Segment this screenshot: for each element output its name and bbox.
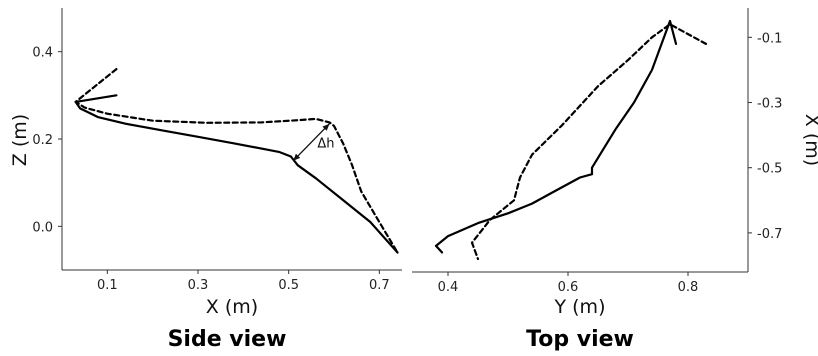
top-view-x-tick-label: 0.6 [558,280,579,295]
top-view-series-solid-line [434,19,678,254]
top-view-x-label: Y (m) [554,296,606,318]
delta-h-label: Δh [317,136,334,151]
delta-h-arrowhead-end [322,123,330,131]
top-view-y-tick-label: -0.5 [757,162,782,177]
side-view-annotation: Δh [292,123,334,162]
side-view-y-tick-label: 0.4 [32,46,53,61]
delta-h-arrow-line [292,123,330,162]
side-view-x-tick-label: 0.7 [369,278,390,293]
delta-h-arrowhead-start [293,153,301,161]
side-view-panel: 0.1 0.3 0.5 0.7 0.0 0.2 0.4 Δh X (m) Z (m) Sid… [9,8,402,352]
top-view-y-tick-label: -0.7 [757,227,782,242]
side-view-series-solid-line [74,94,399,254]
side-view-ticks: 0.1 0.3 0.5 0.7 0.0 0.2 0.4 [32,46,389,293]
top-view-series-dashed-line [470,23,708,261]
side-view-series-dashed-line [74,67,399,254]
top-view-ticks: 0.4 0.6 0.8 -0.1 -0.3 -0.5 -0.7 [438,31,783,295]
top-view-y-tick-label: -0.1 [757,31,782,46]
side-view-x-tick-label: 0.5 [278,278,299,293]
side-view-y-tick-label: 0.2 [32,133,53,148]
top-view-title: Top view [526,327,634,352]
top-view-panel: 0.4 0.6 0.8 -0.1 -0.3 -0.5 -0.7 Y (m) X (m) To… [412,8,818,352]
top-view-x-tick-label: 0.4 [438,280,459,295]
side-view-y-label: Z (m) [9,114,31,166]
top-view-y-tick-label: -0.3 [757,97,782,112]
top-view-y-label: X (m) [801,114,818,166]
top-view-x-tick-label: 0.8 [678,280,699,295]
top-view-series [434,19,708,261]
side-view-x-tick-label: 0.3 [188,278,209,293]
side-view-y-tick-label: 0.0 [32,220,53,235]
side-view-x-label: X (m) [206,296,258,318]
side-view-series [74,67,399,254]
side-view-title: Side view [168,327,287,352]
side-view-x-tick-label: 0.1 [97,278,118,293]
